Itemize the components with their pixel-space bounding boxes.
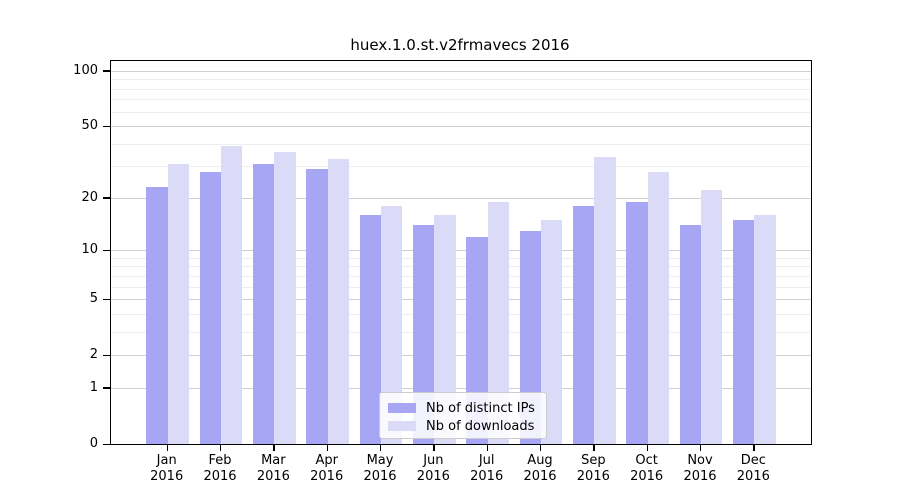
bar-downloads-aug bbox=[541, 219, 563, 444]
x-tick-label: Feb 2016 bbox=[203, 453, 237, 484]
gridline-major bbox=[111, 387, 811, 389]
x-tick-label: Oct 2016 bbox=[630, 453, 664, 484]
legend-swatch-downloads bbox=[388, 421, 416, 431]
y-tick-label: 100 bbox=[73, 62, 98, 78]
gridline-minor bbox=[111, 99, 811, 101]
bar-distinct-ips-may bbox=[359, 214, 382, 444]
gridline-major bbox=[111, 250, 811, 252]
x-tick-mark bbox=[593, 444, 595, 451]
bar-downloads-mar bbox=[274, 152, 296, 444]
y-tick-mark bbox=[103, 125, 110, 127]
x-tick-mark bbox=[273, 444, 275, 451]
gridline-minor bbox=[111, 331, 811, 333]
legend-entry-distinct-ips: Nb of distinct IPs bbox=[388, 399, 538, 417]
bar-downloads-jun bbox=[434, 214, 456, 444]
gridline-minor bbox=[111, 275, 811, 277]
gridline-minor bbox=[111, 143, 811, 145]
bar-distinct-ips-sep bbox=[573, 205, 595, 444]
bar-distinct-ips-jun bbox=[413, 225, 435, 444]
y-tick-label: 5 bbox=[89, 291, 98, 307]
y-tick-label: 2 bbox=[89, 347, 98, 363]
bar-distinct-ips-feb bbox=[199, 171, 222, 444]
x-tick-label: Sep 2016 bbox=[576, 453, 610, 484]
x-tick-mark bbox=[166, 444, 169, 451]
gridline-minor bbox=[111, 266, 811, 268]
x-tick-mark bbox=[753, 444, 755, 451]
bar-distinct-ips-aug bbox=[519, 230, 541, 444]
x-tick-label: May 2016 bbox=[363, 453, 397, 484]
gridline-major bbox=[111, 197, 811, 199]
y-tick-mark bbox=[103, 354, 110, 357]
bar-downloads-nov bbox=[701, 190, 723, 444]
bar-downloads-dec bbox=[754, 214, 776, 444]
y-tick-mark bbox=[103, 443, 110, 445]
bar-distinct-ips-jan bbox=[146, 187, 168, 444]
bar-distinct-ips-oct bbox=[626, 201, 648, 444]
bar-distinct-ips-nov bbox=[679, 225, 701, 444]
gridline-minor bbox=[111, 286, 811, 288]
x-tick-mark bbox=[540, 444, 542, 451]
x-tick-mark bbox=[380, 444, 382, 451]
bar-downloads-may bbox=[381, 205, 403, 444]
x-tick-mark bbox=[433, 444, 435, 451]
x-tick-mark bbox=[220, 444, 222, 451]
gridline-major bbox=[111, 126, 811, 128]
legend: Nb of distinct IPs Nb of downloads bbox=[379, 392, 547, 439]
bar-downloads-jan bbox=[167, 163, 189, 444]
x-tick-label: Jul 2016 bbox=[470, 453, 504, 484]
bar-distinct-ips-apr bbox=[306, 168, 328, 444]
x-tick-mark bbox=[486, 444, 489, 451]
y-tick-mark bbox=[103, 387, 110, 389]
y-tick-label: 20 bbox=[81, 189, 98, 205]
gridline-major bbox=[111, 70, 811, 72]
y-tick-mark bbox=[103, 197, 110, 199]
x-tick-label: Dec 2016 bbox=[736, 453, 770, 484]
x-tick-label: Nov 2016 bbox=[683, 453, 717, 484]
legend-label-distinct-ips: Nb of distinct IPs bbox=[426, 400, 535, 416]
legend-label-downloads: Nb of downloads bbox=[426, 418, 535, 434]
x-tick-mark bbox=[326, 444, 329, 451]
plot-area: Nb of distinct IPs Nb of downloads bbox=[110, 60, 812, 445]
x-tick-label: Apr 2016 bbox=[310, 453, 344, 484]
y-tick-label: 10 bbox=[81, 242, 98, 258]
gridline-minor bbox=[111, 313, 811, 315]
gridline-major bbox=[111, 355, 811, 357]
x-tick-mark bbox=[700, 444, 702, 451]
bar-distinct-ips-mar bbox=[253, 163, 275, 444]
bar-downloads-feb bbox=[221, 145, 243, 444]
y-tick-label: 50 bbox=[81, 118, 98, 134]
x-tick-mark bbox=[646, 444, 649, 451]
bar-downloads-jul bbox=[487, 201, 509, 444]
x-tick-label: Mar 2016 bbox=[256, 453, 290, 484]
bar-downloads-apr bbox=[327, 158, 349, 444]
bar-downloads-oct bbox=[647, 171, 669, 444]
y-tick-label: 0 bbox=[89, 436, 98, 451]
bar-downloads-sep bbox=[594, 156, 616, 444]
x-tick-label: Jun 2016 bbox=[416, 453, 450, 484]
gridline-minor bbox=[111, 166, 811, 168]
chart-title: huex.1.0.st.v2frmavecs 2016 bbox=[350, 36, 570, 54]
gridline-minor bbox=[111, 257, 811, 259]
y-tick-mark bbox=[103, 249, 110, 251]
gridline-minor bbox=[111, 111, 811, 113]
bar-distinct-ips-dec bbox=[733, 219, 755, 444]
y-tick-mark bbox=[103, 70, 110, 72]
gridline-minor bbox=[111, 88, 811, 90]
x-tick-label: Jan 2016 bbox=[150, 453, 184, 484]
legend-swatch-distinct-ips bbox=[388, 403, 416, 413]
gridline-major bbox=[111, 299, 811, 301]
y-tick-mark bbox=[103, 298, 110, 300]
gridline-minor bbox=[111, 79, 811, 81]
legend-entry-downloads: Nb of downloads bbox=[388, 417, 538, 435]
x-tick-label: Aug 2016 bbox=[523, 453, 557, 484]
y-tick-label: 1 bbox=[89, 379, 98, 395]
